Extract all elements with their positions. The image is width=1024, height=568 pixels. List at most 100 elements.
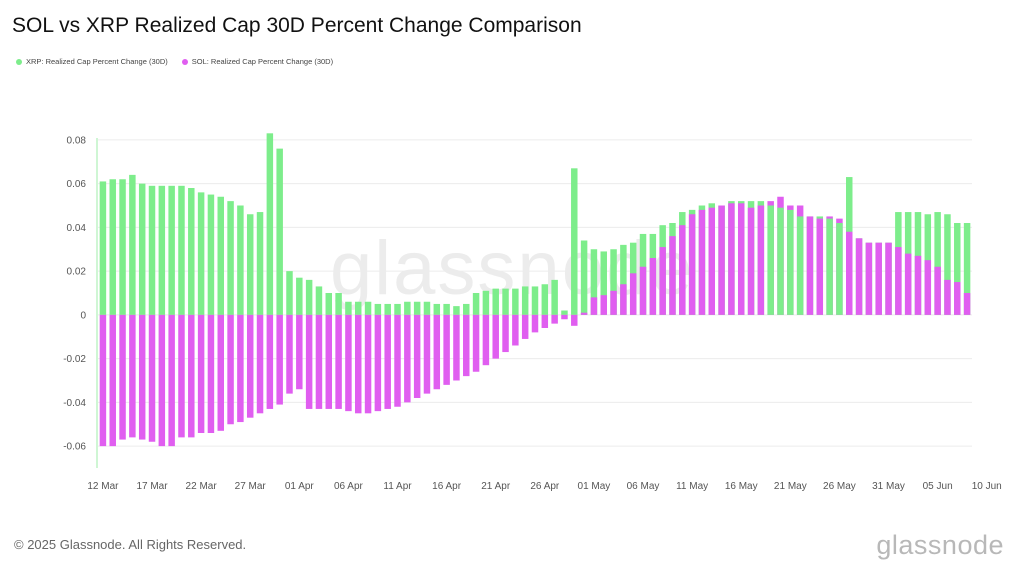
bar-xrp[interactable] [188, 188, 195, 315]
bar-sol[interactable] [610, 290, 617, 315]
bar-sol[interactable] [492, 314, 499, 359]
bar-sol[interactable] [453, 314, 460, 381]
bar-xrp[interactable] [296, 277, 303, 315]
bar-sol[interactable] [639, 266, 647, 315]
bar-xrp[interactable] [561, 310, 568, 315]
bar-xrp[interactable] [237, 205, 244, 315]
bar-sol[interactable] [659, 247, 666, 315]
bar-xrp[interactable] [463, 303, 470, 315]
bar-sol[interactable] [237, 314, 244, 423]
bar-xrp[interactable] [413, 301, 421, 315]
bar-xrp[interactable] [934, 212, 941, 315]
bar-sol[interactable] [816, 218, 824, 315]
legend-item-sol[interactable]: SOL: Realized Cap Percent Change (30D) [181, 57, 333, 66]
bar-sol[interactable] [924, 260, 932, 315]
bar-xrp[interactable] [276, 148, 283, 315]
bar-sol[interactable] [679, 225, 686, 315]
bar-sol[interactable] [256, 314, 264, 414]
bar-sol[interactable] [296, 314, 303, 390]
bar-xrp[interactable] [266, 133, 274, 315]
bar-xrp[interactable] [453, 306, 460, 315]
bar-sol[interactable] [846, 231, 853, 315]
bar-sol[interactable] [207, 314, 215, 433]
bar-xrp[interactable] [502, 288, 509, 315]
bar-xrp[interactable] [227, 201, 234, 315]
bar-xrp[interactable] [963, 223, 971, 315]
bar-sol[interactable] [590, 297, 598, 315]
bar-sol[interactable] [217, 314, 224, 431]
bar-sol[interactable] [404, 314, 411, 403]
bar-sol[interactable] [571, 314, 578, 326]
bar-sol[interactable] [580, 312, 588, 315]
bar-sol[interactable] [119, 314, 126, 440]
bar-sol[interactable] [688, 214, 696, 315]
bar-xrp[interactable] [129, 174, 136, 315]
bar-xrp[interactable] [590, 249, 598, 315]
bar-xrp[interactable] [433, 303, 441, 315]
bar-sol[interactable] [374, 314, 382, 412]
bar-sol[interactable] [276, 314, 283, 405]
bar-sol[interactable] [129, 314, 136, 438]
bar-sol[interactable] [188, 314, 195, 438]
bar-sol[interactable] [197, 314, 205, 433]
bar-sol[interactable] [394, 314, 401, 407]
bar-xrp[interactable] [158, 185, 166, 315]
bar-sol[interactable] [354, 314, 362, 414]
bar-sol[interactable] [963, 293, 971, 315]
bar-sol[interactable] [620, 284, 627, 315]
bar-sol[interactable] [934, 266, 941, 315]
bar-sol[interactable] [541, 314, 549, 328]
bar-sol[interactable] [728, 203, 735, 315]
bar-xrp[interactable] [119, 179, 126, 315]
bar-sol[interactable] [246, 314, 254, 418]
bar-xrp[interactable] [826, 218, 833, 315]
bar-sol[interactable] [413, 314, 421, 398]
bar-sol[interactable] [433, 314, 441, 390]
bar-sol[interactable] [266, 314, 274, 409]
bar-xrp[interactable] [423, 301, 431, 315]
bar-xrp[interactable] [404, 301, 411, 315]
bar-sol[interactable] [148, 314, 156, 442]
bar-xrp[interactable] [354, 301, 362, 315]
bar-sol[interactable] [806, 216, 814, 315]
bar-sol[interactable] [649, 258, 657, 315]
bar-xrp[interactable] [521, 286, 529, 315]
bar-sol[interactable] [708, 207, 716, 315]
bar-sol[interactable] [855, 238, 863, 315]
bar-sol[interactable] [423, 314, 431, 394]
bar-xrp[interactable] [168, 185, 175, 315]
bar-sol[interactable] [904, 253, 912, 315]
bar-sol[interactable] [551, 314, 558, 324]
bar-xrp[interactable] [492, 288, 499, 315]
bar-xrp[interactable] [335, 293, 342, 315]
bar-sol[interactable] [325, 314, 333, 409]
bar-xrp[interactable] [600, 251, 607, 315]
bar-sol[interactable] [895, 247, 902, 315]
bar-sol[interactable] [168, 314, 175, 447]
bar-xrp[interactable] [256, 212, 264, 315]
bar-sol[interactable] [99, 314, 107, 447]
bar-xrp[interactable] [787, 209, 794, 315]
bar-xrp[interactable] [944, 214, 951, 315]
bar-sol[interactable] [875, 242, 882, 315]
bar-xrp[interactable] [443, 303, 450, 315]
bar-xrp[interactable] [610, 249, 617, 315]
bar-sol[interactable] [561, 314, 568, 320]
bar-sol[interactable] [502, 314, 509, 353]
bar-sol[interactable] [757, 205, 765, 315]
bar-xrp[interactable] [197, 192, 205, 315]
bar-xrp[interactable] [620, 244, 627, 315]
bar-sol[interactable] [865, 242, 873, 315]
bar-xrp[interactable] [777, 207, 784, 315]
bar-xrp[interactable] [315, 286, 323, 315]
bar-xrp[interactable] [325, 293, 333, 315]
bar-sol[interactable] [914, 255, 922, 315]
bar-sol[interactable] [669, 236, 676, 315]
bar-sol[interactable] [629, 273, 637, 315]
bar-xrp[interactable] [364, 301, 372, 315]
bar-xrp[interactable] [472, 293, 480, 315]
bar-xrp[interactable] [217, 196, 224, 315]
bar-xrp[interactable] [512, 288, 519, 315]
bar-sol[interactable] [885, 242, 892, 315]
bar-xrp[interactable] [954, 223, 961, 315]
